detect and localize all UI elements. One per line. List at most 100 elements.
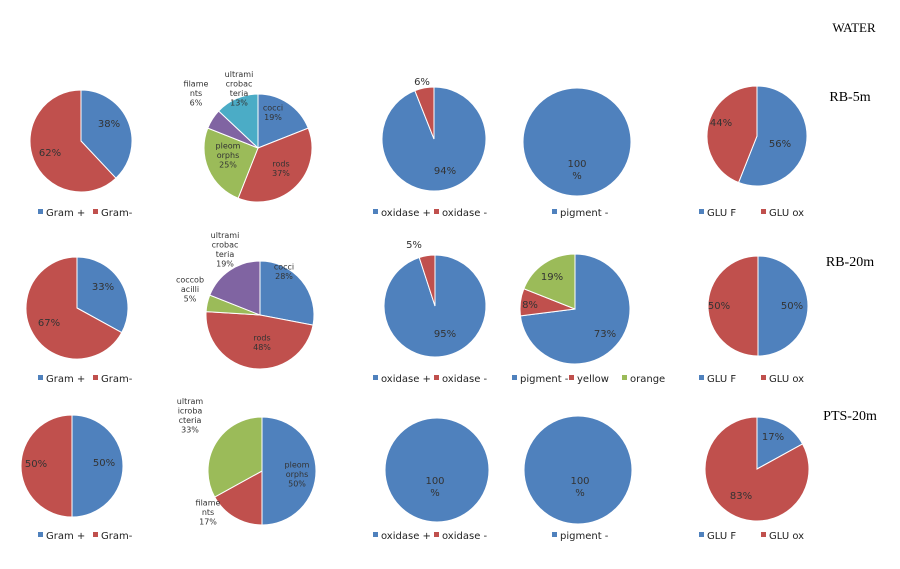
legend-label-oxidase: oxidase -: [442, 208, 488, 219]
legend-label-glu-ox: GLU ox: [769, 531, 804, 542]
data-label-glu-ox: 44%: [710, 118, 732, 129]
pie-slice-filaments: [213, 470, 263, 526]
pie-chart-rb-5m-5: 56% 44% GLU F GLU ox: [699, 85, 808, 219]
pie-slice-orange: [523, 253, 576, 310]
data-label-pigment: 100%: [570, 476, 589, 499]
pie-slice-glu-ox: [706, 85, 758, 184]
pie-chart-pts-20m-4: 100 % pigment -: [523, 415, 633, 542]
legend-label-glu-ox: GLU ox: [769, 208, 804, 219]
data-label-oxidase: 5%: [406, 240, 422, 251]
data-label-glu-ox: 83%: [730, 491, 752, 502]
legend-swatch-glu-f: [699, 532, 704, 537]
data-label-gram: 33%: [92, 282, 114, 293]
data-label-glu-f: 17%: [762, 432, 784, 443]
data-label-oxidase: 100%: [425, 476, 444, 499]
pie-slice-gram: [76, 256, 129, 334]
legend-label-oxidase: oxidase -: [442, 374, 488, 385]
legend-swatch-oxidase: [373, 532, 378, 537]
legend-label-pigment: pigment -: [520, 374, 569, 385]
pie-slice-rods: [237, 127, 313, 203]
legend-swatch-yellow: [569, 375, 574, 380]
legend-label-yellow: yellow: [577, 374, 609, 385]
legend-swatch-glu-ox: [761, 375, 766, 380]
data-label-gram: 62%: [39, 148, 61, 159]
data-label-yellow: 8%: [522, 300, 538, 311]
legend-label-gram: Gram +: [46, 531, 85, 542]
legend-label-pigment: pigment -: [560, 208, 609, 219]
legend-swatch-oxidase: [434, 532, 439, 537]
data-label-oxidase: 94%: [434, 166, 456, 177]
pie-chart-rb-20m-4: 73% 8% 19% pigment - yellow orange: [512, 253, 665, 385]
row-label-pts-20m: PTS-20m: [823, 409, 877, 424]
legend-label-oxidase: oxidase +: [381, 531, 431, 542]
row-label-rb-20m: RB-20m: [826, 255, 874, 270]
legend: pigment -: [552, 531, 609, 542]
pie-chart-pts-20m-5: 17% 83% GLU F GLU ox: [699, 416, 810, 542]
data-label-pigment: 73%: [594, 329, 616, 340]
pie-slice-cocci: [259, 260, 315, 326]
legend-swatch-oxidase: [434, 209, 439, 214]
pie-slice-rods: [205, 311, 314, 370]
pie-grid: 38% 62% Gram + Gram-cocci 19% rods 37% pleom orp…: [20, 70, 810, 542]
data-label-glu-ox: 50%: [708, 301, 730, 312]
pie-slice-gram: [20, 414, 73, 518]
data-label-pigment: 100%: [567, 159, 586, 182]
legend-label-gram: Gram-: [101, 531, 133, 542]
legend-swatch-glu-ox: [761, 209, 766, 214]
legend-swatch-pigment: [552, 209, 557, 214]
pie-slice-pigment: [522, 87, 632, 197]
legend-swatch-pigment: [512, 375, 517, 380]
pie-slice-ultramicrobacteria: [207, 416, 263, 498]
legend-swatch-gram: [38, 209, 43, 214]
pie-slice-oxidase: [418, 254, 436, 307]
legend-swatch-gram: [93, 209, 98, 214]
pie-chart-rb-5m-3: 94% 6% oxidase + oxidase -: [373, 77, 488, 219]
data-label-gram: 67%: [38, 318, 60, 329]
pie-chart-pts-20m-1: 50% 50% Gram + Gram-: [20, 414, 133, 542]
pie-chart-rb-20m-2: cocci 28% rods 48% coccob acilli 5%ultrami crob…: [176, 231, 315, 370]
data-label-rods: rods 37%: [272, 159, 290, 178]
pie-slice-gram: [25, 256, 123, 360]
legend-label-glu-f: GLU F: [707, 531, 736, 542]
legend-label-glu-f: GLU F: [707, 374, 736, 385]
pie-chart-rb-20m-1: 33% 67% Gram + Gram-: [25, 256, 133, 385]
data-label-glu-f: 50%: [781, 301, 803, 312]
pie-chart-rb-5m-4: 100 % pigment -: [522, 87, 632, 219]
pie-slice-glu-f: [756, 416, 804, 470]
pie-slice-pleomorphs: [203, 127, 259, 199]
legend-swatch-orange: [622, 375, 627, 380]
legend-swatch-oxidase: [373, 375, 378, 380]
data-label-pleomorphs: pleom orphs 50%: [285, 461, 310, 489]
legend-label-oxidase: oxidase +: [381, 208, 431, 219]
legend-label-orange: orange: [630, 374, 665, 385]
legend-swatch-pigment: [552, 532, 557, 537]
pie-slice-oxidase: [384, 417, 490, 523]
data-label-glu-f: 56%: [769, 139, 791, 150]
pie-slice-glu-f: [737, 85, 808, 187]
data-label-pleomorphs: pleom orphs 25%: [216, 142, 241, 170]
pie-slice-cocci: [257, 93, 309, 149]
legend: Gram + Gram-: [38, 531, 133, 542]
legend-label-gram: Gram-: [101, 208, 133, 219]
data-label-orange: 19%: [541, 272, 563, 283]
legend-swatch-glu-ox: [761, 532, 766, 537]
data-label-coccobacilli: coccob acilli 5%: [176, 276, 204, 304]
legend-label-gram: Gram +: [46, 374, 85, 385]
legend: pigment - yellow orange: [512, 374, 665, 385]
legend-swatch-oxidase: [373, 209, 378, 214]
data-label-oxidase: 95%: [434, 329, 456, 340]
pie-slice-glu-f: [757, 255, 809, 357]
legend: oxidase + oxidase -: [373, 374, 488, 385]
legend-swatch-gram: [93, 375, 98, 380]
legend-swatch-oxidase: [434, 375, 439, 380]
data-label-cocci: cocci 28%: [274, 262, 294, 281]
legend: Gram + Gram-: [38, 374, 133, 385]
pie-slice-glu-ox: [707, 255, 759, 357]
data-label-ultramicrobacteria: ultram icroba cteria 33%: [177, 397, 204, 435]
pie-chart-rb-20m-3: 95% 5% oxidase + oxidase -: [373, 240, 488, 385]
pie-slice-ultramicrobacteria: [209, 260, 261, 316]
pie-slice-pleomorphs: [261, 416, 317, 526]
data-label-filaments: filame nts 17%: [196, 499, 221, 527]
pie-chart-rb-20m-5: 50% 50% GLU F GLU ox: [699, 255, 809, 385]
